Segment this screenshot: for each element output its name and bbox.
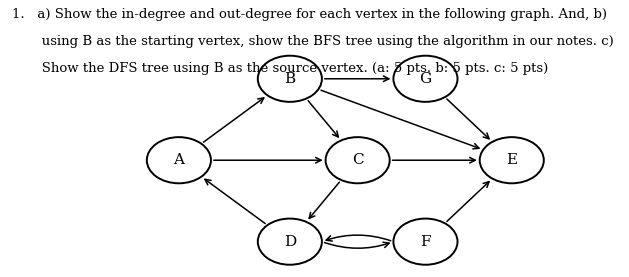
Text: A: A — [174, 153, 184, 167]
Text: Show the DFS tree using B as the source vertex. (a: 5 pts. b: 5 pts. c: 5 pts): Show the DFS tree using B as the source … — [13, 63, 548, 76]
Text: D: D — [284, 235, 296, 249]
Ellipse shape — [480, 137, 544, 183]
Ellipse shape — [147, 137, 211, 183]
Text: C: C — [352, 153, 364, 167]
Ellipse shape — [326, 137, 390, 183]
Ellipse shape — [393, 56, 457, 102]
Ellipse shape — [258, 219, 322, 265]
Ellipse shape — [258, 56, 322, 102]
Text: B: B — [284, 72, 296, 86]
Text: E: E — [506, 153, 517, 167]
Text: using B as the starting vertex, show the BFS tree using the algorithm in our not: using B as the starting vertex, show the… — [13, 35, 614, 48]
Text: 1.   a) Show the in-degree and out-degree for each vertex in the following graph: 1. a) Show the in-degree and out-degree … — [13, 8, 608, 21]
Text: G: G — [420, 72, 431, 86]
Ellipse shape — [393, 219, 457, 265]
Text: F: F — [420, 235, 431, 249]
